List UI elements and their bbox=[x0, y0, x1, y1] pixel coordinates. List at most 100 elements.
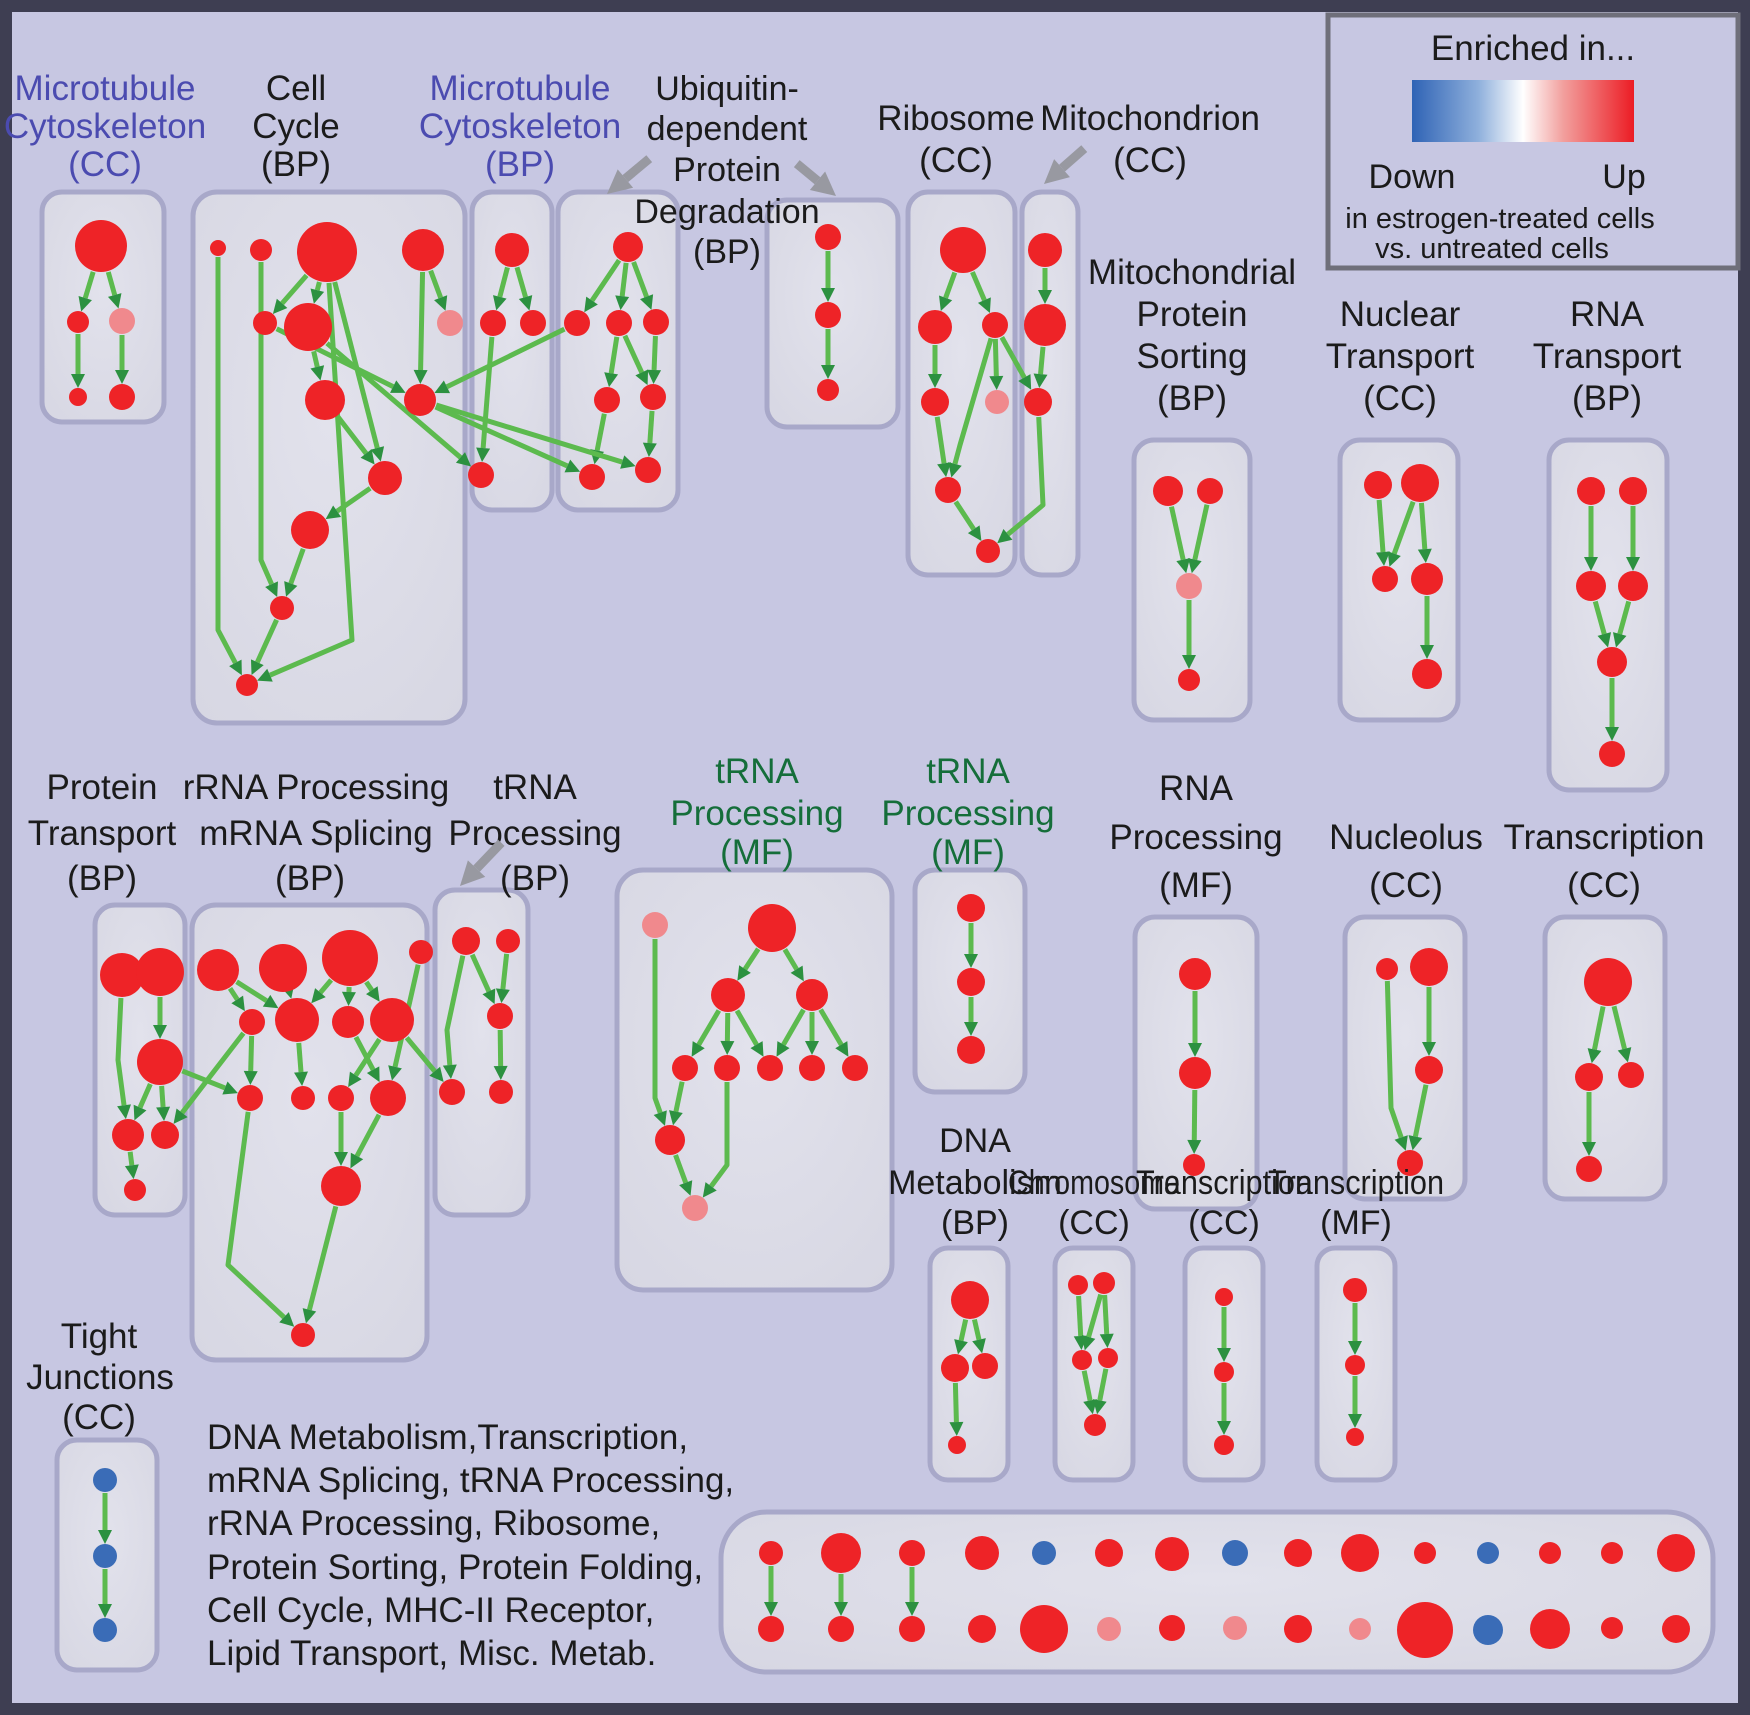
edge-chromo-1-head bbox=[1081, 1335, 1096, 1351]
edge-rrna-8-head bbox=[294, 1071, 308, 1087]
edge-rrna-7-head bbox=[243, 1070, 258, 1086]
go-term-node-tj-1 bbox=[93, 1544, 117, 1568]
go-term-node-cc-2 bbox=[297, 222, 357, 282]
cluster-label-trnamf2-line1: Processing bbox=[881, 794, 1054, 833]
edge-trnabp-2-shaft bbox=[444, 955, 466, 1066]
cluster-label-tmf-line0: Transcription bbox=[1268, 1164, 1444, 1202]
edge-nuct-0-shaft bbox=[1376, 499, 1386, 553]
cluster-label-mtbp-line1: Cytoskeleton bbox=[419, 107, 621, 146]
edge-rrna-13-head bbox=[302, 1308, 317, 1324]
legend-condition-line1: in estrogen-treated cells bbox=[1345, 203, 1655, 235]
cluster-label-ubi1-line2: Protein bbox=[673, 151, 781, 189]
go-term-node-rnamf-1 bbox=[1179, 1057, 1211, 1089]
edge-trnamf1-0-shaft bbox=[742, 947, 761, 971]
go-term-node-nucleolus-0 bbox=[1376, 958, 1398, 980]
edge-nucleolus-0-head bbox=[1394, 1135, 1408, 1151]
cluster-label-nuct-line0: Nuclear bbox=[1340, 295, 1461, 334]
cluster-label-chromo-line0: Chromosome bbox=[1008, 1164, 1180, 1202]
go-term-node-mtbp-1 bbox=[480, 310, 506, 336]
go-term-node-cc-11 bbox=[270, 596, 294, 620]
go-term-node-rnat-2 bbox=[1576, 571, 1606, 601]
edge-ubi1-3-shaft bbox=[608, 336, 620, 374]
cross-edge-8-head bbox=[222, 1081, 238, 1095]
cluster-label-msort-line2: Sorting bbox=[1137, 337, 1248, 376]
go-term-node-chromo-2 bbox=[1072, 1350, 1092, 1370]
cluster-label-dnamet-line1: Metabolism bbox=[888, 1164, 1062, 1202]
cluster-box-dnamet bbox=[927, 1245, 1011, 1483]
go-term-node-rnat-4 bbox=[1597, 647, 1627, 677]
edge-trnabp-1-head bbox=[495, 988, 510, 1004]
edge-cc-7-head bbox=[390, 380, 406, 393]
edge-pt-3-shaft bbox=[159, 1085, 166, 1108]
edge-trnamf1-1-shaft bbox=[782, 948, 799, 971]
cluster-label-rnat-line2: (BP) bbox=[1572, 379, 1642, 418]
edge-chromo-1-shaft bbox=[1086, 1293, 1104, 1338]
go-term-node-trnamf1-6 bbox=[757, 1055, 783, 1081]
go-term-node-summary-11 bbox=[1477, 1542, 1499, 1564]
go-term-node-summary-13 bbox=[1601, 1542, 1623, 1564]
edge-cc-2-shaft bbox=[280, 273, 309, 306]
go-term-node-cc-1 bbox=[250, 239, 272, 261]
cluster-label-nuct-line1: Transport bbox=[1326, 337, 1475, 376]
edge-ubi1-1-shaft bbox=[619, 262, 629, 297]
cross-edge-0-head bbox=[434, 380, 451, 394]
edge-chromo-3-head bbox=[1083, 1399, 1097, 1415]
edge-rrna-3-head bbox=[311, 988, 326, 1004]
go-term-node-tj-2 bbox=[93, 1618, 117, 1642]
cluster-label-mtcc-line2: (CC) bbox=[68, 145, 142, 184]
go-term-node-nuct-2 bbox=[1372, 566, 1398, 592]
go-term-node-nuct-0 bbox=[1364, 471, 1392, 499]
go-term-node-summary-23 bbox=[1284, 1615, 1312, 1643]
go-term-node-summary-16 bbox=[828, 1616, 854, 1642]
edge-mito-1-head bbox=[1033, 373, 1048, 389]
label-pointer-arrow-0-head bbox=[607, 169, 634, 194]
go-term-node-trnamf1-8 bbox=[842, 1055, 868, 1081]
edge-ubi1-7-head bbox=[642, 442, 657, 458]
cluster-label-nucleolus-line0: Nucleolus bbox=[1329, 818, 1483, 857]
edge-tj-1-head bbox=[98, 1604, 112, 1618]
cluster-label-pt-line1: Transport bbox=[28, 814, 177, 853]
edge-rrna-11-head bbox=[334, 1152, 348, 1166]
edge-mtcc-3-head bbox=[115, 370, 129, 384]
edge-trnamf1-10-shaft bbox=[709, 1082, 730, 1188]
edge-ribo-4-shaft bbox=[934, 416, 947, 464]
cluster-label-ubi1-line4: (BP) bbox=[693, 233, 761, 271]
go-term-node-pt-0 bbox=[100, 953, 144, 997]
legend-down-label: Down bbox=[1369, 158, 1456, 196]
go-term-node-nucleolus-2 bbox=[1415, 1056, 1443, 1084]
edge-cc-6-head bbox=[413, 369, 428, 385]
edge-rrna-6-head bbox=[388, 1065, 402, 1081]
edge-pt-2-head bbox=[133, 1104, 147, 1121]
cluster-label-nuct-line2: (CC) bbox=[1363, 379, 1437, 418]
edge-mtcc-1-shaft bbox=[105, 271, 118, 296]
label-pointer-arrow-1-shaft bbox=[793, 160, 821, 185]
cluster-label-rnat-line0: RNA bbox=[1570, 295, 1645, 334]
cluster-label-cc-line1: Cycle bbox=[252, 107, 340, 146]
edge-mtcc-2-head bbox=[71, 374, 85, 388]
go-term-node-tcc2-2 bbox=[1214, 1435, 1234, 1455]
go-term-node-rrna-10 bbox=[328, 1085, 354, 1111]
label-pointer-arrow-0-shaft bbox=[622, 155, 653, 183]
cluster-label-rrna-line2: (BP) bbox=[275, 859, 345, 898]
cluster-label-tcc1-line1: (CC) bbox=[1567, 866, 1641, 905]
edge-dnamet-1-head bbox=[972, 1338, 986, 1354]
go-term-node-summary-2 bbox=[899, 1540, 925, 1566]
go-term-node-summary-19 bbox=[1020, 1605, 1068, 1653]
go-term-node-rnat-3 bbox=[1618, 571, 1648, 601]
edge-pt-3-head bbox=[156, 1106, 171, 1122]
edge-trnamf1-5-head bbox=[776, 1041, 790, 1057]
go-term-node-chromo-4 bbox=[1084, 1414, 1106, 1436]
go-term-node-pt-3 bbox=[112, 1119, 144, 1151]
edge-trnamf1-7-head bbox=[835, 1041, 849, 1057]
edge-trnamf1-5-shaft bbox=[781, 1008, 806, 1046]
cross-edge-8-shaft bbox=[181, 1068, 226, 1091]
go-term-node-cc-5 bbox=[284, 303, 332, 351]
cluster-label-trnabp-line2: (BP) bbox=[500, 859, 570, 898]
go-term-node-rrna-8 bbox=[237, 1085, 263, 1111]
cluster-label-tcc2-line1: (CC) bbox=[1188, 1204, 1260, 1242]
go-term-node-tcc2-1 bbox=[1214, 1362, 1234, 1382]
edge-ubi1-5-shaft bbox=[651, 335, 658, 371]
cluster-label-trnamf2-line2: (MF) bbox=[931, 833, 1005, 872]
go-term-node-ribo-2 bbox=[982, 312, 1008, 338]
